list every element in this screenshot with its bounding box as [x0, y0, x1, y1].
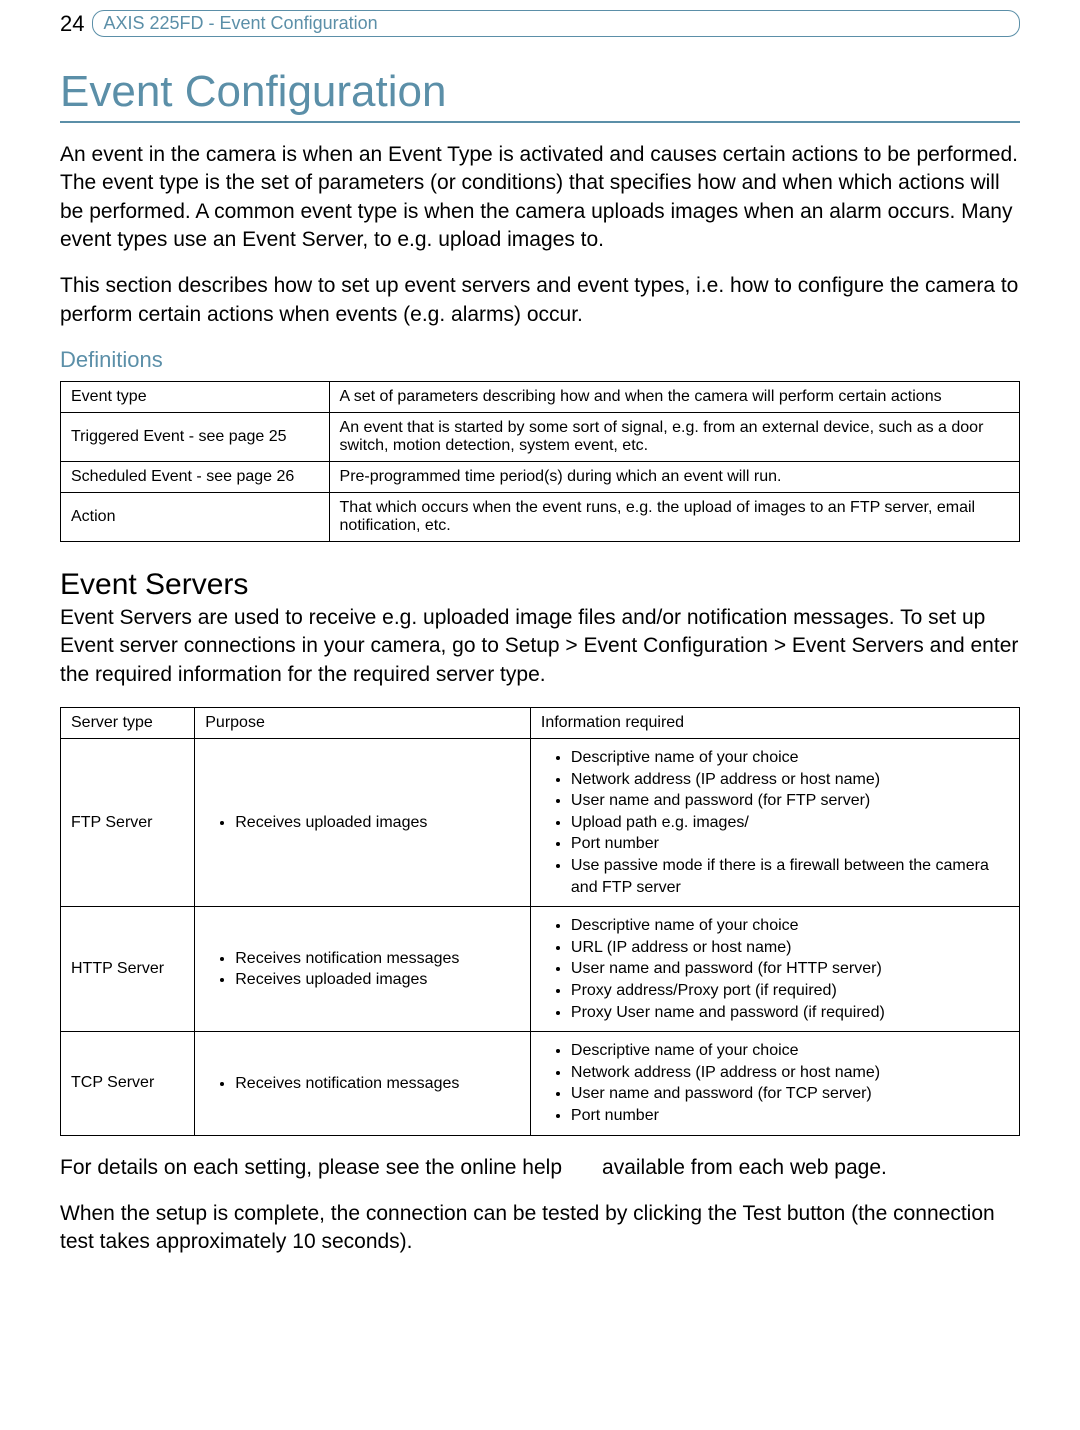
footer-paragraph-2: When the setup is complete, the connecti…	[60, 1200, 1020, 1257]
list-item: Receives uploaded images	[235, 969, 520, 991]
page-container: 24 AXIS 225FD - Event Configuration Even…	[0, 0, 1080, 1315]
def-term: Action	[61, 493, 330, 542]
info-cell: Descriptive name of your choice Network …	[530, 739, 1019, 907]
page-header: 24 AXIS 225FD - Event Configuration	[60, 10, 1020, 37]
list-item: User name and password (for TCP server)	[571, 1083, 1009, 1105]
footer-paragraph-1: For details on each setting, please see …	[60, 1154, 1020, 1182]
list-item: Descriptive name of your choice	[571, 747, 1009, 769]
list-item: Port number	[571, 833, 1009, 855]
footer-text-1a: For details on each setting, please see …	[60, 1156, 562, 1179]
def-desc: Pre-programmed time period(s) during whi…	[329, 462, 1019, 493]
def-desc: An event that is started by some sort of…	[329, 413, 1019, 462]
table-header-row: Server type Purpose Information required	[61, 708, 1020, 739]
list-item: User name and password (for HTTP server)	[571, 958, 1009, 980]
list-item: URL (IP address or host name)	[571, 937, 1009, 959]
list-item: Receives notification messages	[235, 948, 520, 970]
table-row: Event type A set of parameters describin…	[61, 382, 1020, 413]
table-row: HTTP Server Receives notification messag…	[61, 907, 1020, 1032]
page-title: Event Configuration	[60, 67, 1020, 123]
list-item: Network address (IP address or host name…	[571, 769, 1009, 791]
table-row: FTP Server Receives uploaded images Desc…	[61, 739, 1020, 907]
list-item: Upload path e.g. images/	[571, 812, 1009, 834]
definitions-table: Event type A set of parameters describin…	[60, 381, 1020, 542]
list-item: Descriptive name of your choice	[571, 915, 1009, 937]
table-row: TCP Server Receives notification message…	[61, 1032, 1020, 1135]
event-servers-heading: Event Servers	[60, 568, 1020, 602]
info-cell: Descriptive name of your choice URL (IP …	[530, 907, 1019, 1032]
event-servers-intro: Event Servers are used to receive e.g. u…	[60, 604, 1020, 689]
table-row: Triggered Event - see page 25 An event t…	[61, 413, 1020, 462]
purpose-cell: Receives uploaded images	[195, 739, 531, 907]
page-number: 24	[60, 11, 84, 37]
col-info-required: Information required	[530, 708, 1019, 739]
intro-paragraph-2: This section describes how to set up eve…	[60, 272, 1020, 329]
server-type-cell: TCP Server	[61, 1032, 195, 1135]
list-item: Network address (IP address or host name…	[571, 1062, 1009, 1084]
servers-table: Server type Purpose Information required…	[60, 707, 1020, 1136]
header-breadcrumb: AXIS 225FD - Event Configuration	[92, 10, 1020, 37]
footer-text-1b: available from each web page.	[602, 1156, 887, 1179]
list-item: Port number	[571, 1105, 1009, 1127]
col-purpose: Purpose	[195, 708, 531, 739]
def-desc: A set of parameters describing how and w…	[329, 382, 1019, 413]
server-type-cell: FTP Server	[61, 739, 195, 907]
purpose-cell: Receives notification messages Receives …	[195, 907, 531, 1032]
def-term: Scheduled Event - see page 26	[61, 462, 330, 493]
info-cell: Descriptive name of your choice Network …	[530, 1032, 1019, 1135]
list-item: Receives notification messages	[235, 1073, 520, 1095]
list-item: Proxy address/Proxy port (if required)	[571, 980, 1009, 1002]
table-row: Action That which occurs when the event …	[61, 493, 1020, 542]
def-desc: That which occurs when the event runs, e…	[329, 493, 1019, 542]
def-term: Triggered Event - see page 25	[61, 413, 330, 462]
def-term: Event type	[61, 382, 330, 413]
list-item: Descriptive name of your choice	[571, 1040, 1009, 1062]
list-item: Proxy User name and password (if require…	[571, 1002, 1009, 1024]
purpose-cell: Receives notification messages	[195, 1032, 531, 1135]
list-item: Receives uploaded images	[235, 812, 520, 834]
col-server-type: Server type	[61, 708, 195, 739]
list-item: User name and password (for FTP server)	[571, 790, 1009, 812]
intro-paragraph-1: An event in the camera is when an Event …	[60, 141, 1020, 254]
list-item: Use passive mode if there is a firewall …	[571, 855, 1009, 898]
server-type-cell: HTTP Server	[61, 907, 195, 1032]
table-row: Scheduled Event - see page 26 Pre-progra…	[61, 462, 1020, 493]
definitions-heading: Definitions	[60, 347, 1020, 373]
